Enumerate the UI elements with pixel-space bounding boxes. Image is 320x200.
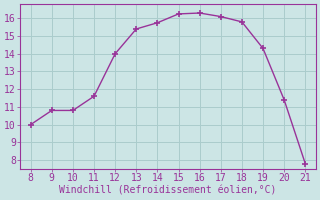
X-axis label: Windchill (Refroidissement éolien,°C): Windchill (Refroidissement éolien,°C) (59, 186, 277, 196)
